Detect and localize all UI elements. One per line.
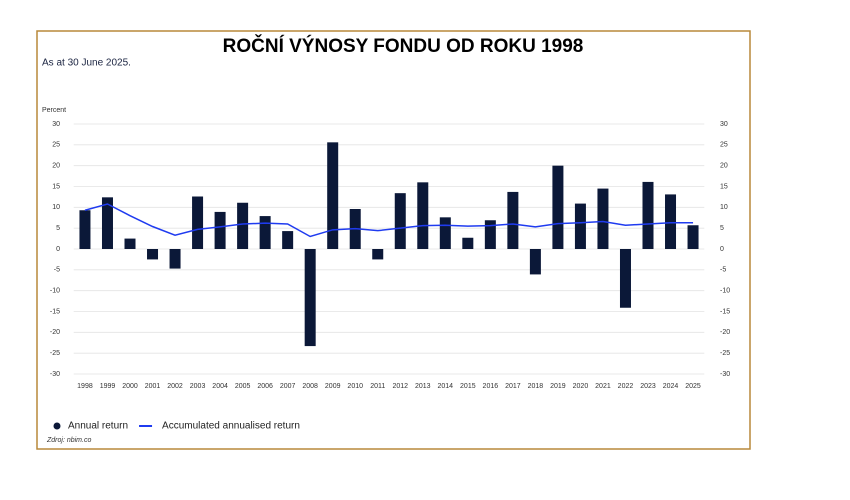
y2-tick-label: -20 (720, 329, 730, 336)
y2-tick-label: 5 (720, 225, 724, 232)
y-tick-label: 25 (52, 142, 60, 149)
bar (304, 249, 316, 347)
x-tick-label: 2014 (438, 383, 454, 390)
x-tick-label: 1999 (100, 383, 116, 390)
legend-label: Accumulated annualised return (162, 421, 300, 432)
bar (327, 142, 339, 249)
legend-label: Annual return (68, 421, 128, 432)
x-tick-label: 1998 (77, 383, 93, 390)
bar (507, 191, 519, 249)
y-tick-label: -30 (50, 371, 60, 378)
bar (619, 249, 631, 308)
x-tick-label: 2009 (325, 383, 341, 390)
frame (36, 30, 751, 450)
line (84, 203, 694, 238)
y-tick-label: 30 (52, 121, 60, 128)
x-tick-label: 2023 (640, 383, 656, 390)
x-tick-label: 2004 (212, 383, 228, 390)
x-tick-label: 2024 (663, 383, 679, 390)
bar (79, 210, 91, 249)
y2-tick-label: 25 (720, 142, 728, 149)
bar (101, 197, 113, 249)
bar (665, 194, 677, 249)
x-tick-label: 2021 (595, 383, 611, 390)
y-tick-label: -5 (54, 267, 60, 274)
y-tick-label: 10 (52, 204, 60, 211)
y-tick-label: -10 (50, 288, 60, 295)
bar (462, 237, 474, 249)
x-tick-label: 2003 (190, 383, 206, 390)
x-tick-label: 2008 (302, 383, 318, 390)
y2-tick-label: 0 (720, 246, 724, 253)
y-tick-label: 5 (56, 225, 60, 232)
bar (237, 202, 249, 249)
x-tick-label: 2002 (167, 383, 183, 390)
bar (484, 220, 496, 249)
x-tick-label: 2011 (370, 383, 385, 390)
x-tick-label: 2012 (392, 383, 408, 390)
bar (574, 203, 586, 249)
x-tick-label: 2017 (505, 383, 521, 390)
y2-tick-label: 15 (720, 183, 728, 190)
bar (642, 181, 654, 249)
x-tick-label: 2019 (550, 383, 566, 390)
y2-tick-label: 20 (720, 163, 728, 170)
bar (169, 249, 181, 269)
x-tick-label: 2020 (573, 383, 589, 390)
legend-marker (53, 422, 61, 430)
y2-tick-label: -5 (720, 267, 726, 274)
bar (259, 216, 271, 249)
y-tick-label: -25 (50, 350, 60, 357)
x-tick-label: 2010 (347, 383, 363, 390)
x-tick-label: 2015 (460, 383, 476, 390)
source: Zdroj: nbim.co (46, 437, 91, 444)
bar (124, 238, 136, 249)
bar (147, 249, 159, 260)
x-tick-label: 2001 (145, 383, 161, 390)
bar (192, 196, 204, 249)
x-tick-label: 2022 (618, 383, 634, 390)
bar (529, 249, 541, 275)
bar (552, 165, 564, 249)
x-tick-label: 2018 (528, 383, 544, 390)
x-tick-label: 2025 (685, 383, 701, 390)
x-tick-label: 2000 (122, 383, 138, 390)
bar (394, 193, 406, 249)
bar (439, 217, 451, 249)
x-tick-label: 2006 (257, 383, 273, 390)
y2-tick-label: 10 (720, 204, 728, 211)
y-tick-label: 0 (56, 246, 60, 253)
bar (372, 249, 384, 260)
y2-tick-label: -25 (720, 350, 730, 357)
y-tick-label: -15 (50, 308, 60, 315)
y2-tick-label: 30 (720, 121, 728, 128)
y-tick-label: 15 (52, 183, 60, 190)
y-tick-label: 20 (52, 163, 60, 170)
x-tick-label: 2007 (280, 383, 296, 390)
y-tick-label: -20 (50, 329, 60, 336)
y2-tick-label: -15 (720, 308, 730, 315)
bar (687, 225, 699, 249)
x-tick-label: 2005 (235, 383, 251, 390)
bar (417, 182, 429, 249)
x-tick-label: 2016 (483, 383, 499, 390)
chart-subtitle: As at 30 June 2025. (42, 58, 131, 69)
bar (282, 231, 294, 249)
bar (214, 211, 226, 249)
x-tick-label: 2013 (415, 383, 431, 390)
y2-tick-label: -30 (720, 371, 730, 378)
y-axis-label: Percent (42, 107, 66, 114)
bar (597, 188, 609, 249)
y2-tick-label: -10 (720, 288, 730, 295)
chart-title: ROČNÍ VÝNOSY FONDU OD ROKU 1998 (223, 35, 584, 57)
